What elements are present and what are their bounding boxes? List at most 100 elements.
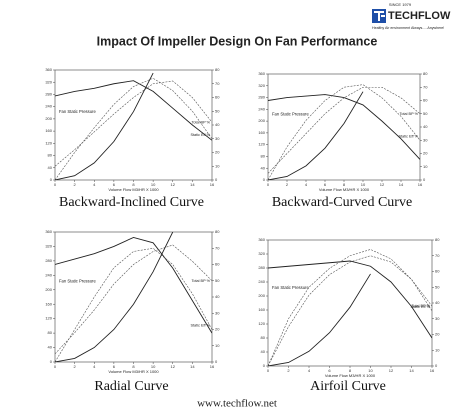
x-tick-label: 2 bbox=[74, 364, 77, 369]
x-tick-label: 0 bbox=[54, 364, 57, 369]
series-label: Static Eff % bbox=[398, 134, 418, 138]
logo-tagline: Healthy Air environment Always.....Anywh… bbox=[372, 26, 444, 30]
y2-tick-label: 20 bbox=[423, 151, 428, 156]
footer-url: www.techflow.net bbox=[197, 398, 277, 410]
y-tick-label: 280 bbox=[45, 92, 52, 97]
y-tick-label: 160 bbox=[45, 128, 52, 133]
series-line bbox=[55, 244, 212, 355]
chart: 0 2 4 6 8 10 12 14 16040801201602002402803203600… bbox=[45, 67, 220, 210]
y-tick-label: 40 bbox=[261, 165, 266, 170]
y2-tick-label: 0 bbox=[215, 359, 218, 364]
y2-tick-label: 10 bbox=[435, 347, 440, 352]
chart: 0 2 4 6 8 10 12 14 16040801201602002402803203600… bbox=[258, 237, 440, 394]
x-tick-label: 14 bbox=[190, 364, 195, 369]
y-tick-label: 0 bbox=[50, 359, 53, 364]
y2-tick-label: 60 bbox=[423, 98, 428, 103]
series-line bbox=[55, 236, 212, 334]
x-axis-label: Volume Flow M3/HR X 1000 bbox=[108, 369, 159, 374]
series-label: Total BP % bbox=[191, 279, 210, 283]
page-title: Impact Of Impeller Design On Fan Perform… bbox=[97, 34, 378, 48]
logo-brand: TECHFLOW bbox=[388, 10, 451, 22]
y-tick-label: 280 bbox=[258, 265, 265, 270]
chart-caption: Backward-Curved Curve bbox=[272, 195, 412, 210]
x-tick-label: 6 bbox=[324, 182, 327, 187]
y-tick-label: 0 bbox=[263, 177, 266, 182]
x-tick-label: 16 bbox=[210, 364, 215, 369]
y-tick-label: 40 bbox=[48, 345, 53, 350]
y-tick-label: 200 bbox=[45, 116, 52, 121]
x-tick-label: 0 bbox=[267, 368, 270, 373]
series-line bbox=[55, 72, 154, 180]
chart: 0 2 4 6 8 10 12 14 16040801201602002402803203600… bbox=[45, 229, 220, 394]
y2-tick-label: 50 bbox=[215, 108, 220, 113]
x-tick-label: 4 bbox=[305, 182, 308, 187]
series-line bbox=[55, 80, 212, 141]
y2-tick-label: 80 bbox=[215, 229, 220, 234]
y-tick-label: 240 bbox=[45, 104, 52, 109]
x-tick-label: 2 bbox=[287, 368, 290, 373]
y2-tick-label: 70 bbox=[215, 245, 220, 250]
x-tick-label: 8 bbox=[349, 368, 352, 373]
y-tick-label: 80 bbox=[48, 330, 53, 335]
logo-glyph bbox=[374, 11, 385, 21]
x-tick-label: 10 bbox=[361, 182, 366, 187]
series-label: Total BP % bbox=[399, 112, 418, 116]
series-line bbox=[268, 273, 371, 366]
y2-tick-label: 80 bbox=[435, 237, 440, 242]
y-tick-label: 320 bbox=[45, 79, 52, 84]
series-line bbox=[55, 232, 174, 362]
x-tick-label: 10 bbox=[368, 368, 373, 373]
y2-tick-label: 30 bbox=[215, 310, 220, 315]
series-line bbox=[55, 247, 212, 362]
x-axis-label: Volume Flow M3/HR X 1000 bbox=[325, 373, 376, 378]
y2-tick-label: 60 bbox=[435, 269, 440, 274]
y2-tick-label: 50 bbox=[423, 111, 428, 116]
series-label: Total BP % bbox=[411, 304, 430, 308]
series-line bbox=[268, 91, 364, 180]
x-tick-label: 14 bbox=[409, 368, 414, 373]
x-tick-label: 4 bbox=[93, 182, 96, 187]
series-line bbox=[268, 260, 432, 339]
y2-tick-label: 0 bbox=[423, 177, 426, 182]
y-tick-label: 280 bbox=[258, 95, 265, 100]
y-tick-label: 120 bbox=[45, 140, 52, 145]
x-tick-label: 8 bbox=[132, 364, 135, 369]
y2-tick-label: 80 bbox=[423, 71, 428, 76]
y-axis-label: Fan Static Pressure bbox=[272, 111, 309, 116]
y-tick-label: 160 bbox=[258, 307, 265, 312]
series-label: Static Eff % bbox=[410, 305, 430, 309]
chart-caption: Backward-Inclined Curve bbox=[59, 195, 204, 210]
series-label: Total BP % bbox=[191, 120, 210, 124]
x-tick-label: 10 bbox=[151, 182, 156, 187]
y2-tick-label: 40 bbox=[423, 124, 428, 129]
y-tick-label: 200 bbox=[258, 293, 265, 298]
y-tick-label: 240 bbox=[258, 279, 265, 284]
x-tick-label: 14 bbox=[399, 182, 404, 187]
y2-tick-label: 0 bbox=[215, 177, 218, 182]
y-tick-label: 160 bbox=[258, 130, 265, 135]
x-tick-label: 10 bbox=[151, 364, 156, 369]
x-tick-label: 16 bbox=[430, 368, 435, 373]
y2-tick-label: 70 bbox=[215, 81, 220, 86]
series-line bbox=[268, 249, 432, 366]
x-tick-label: 4 bbox=[93, 364, 96, 369]
y2-tick-label: 10 bbox=[215, 163, 220, 168]
y2-tick-label: 40 bbox=[215, 122, 220, 127]
series-label: Static Eff % bbox=[190, 133, 210, 137]
series-line bbox=[268, 255, 432, 366]
logo: SINCE 1979 TECHFLOW Healthy Air environm… bbox=[372, 2, 451, 30]
series-line bbox=[268, 86, 420, 174]
x-tick-label: 12 bbox=[171, 182, 176, 187]
x-tick-label: 0 bbox=[54, 182, 57, 187]
y2-tick-label: 20 bbox=[215, 150, 220, 155]
y-tick-label: 40 bbox=[48, 165, 53, 170]
y2-tick-label: 30 bbox=[215, 136, 220, 141]
y-tick-label: 160 bbox=[45, 301, 52, 306]
y-tick-label: 80 bbox=[261, 335, 266, 340]
y2-tick-label: 10 bbox=[215, 343, 220, 348]
y-tick-label: 240 bbox=[258, 106, 265, 111]
x-tick-label: 12 bbox=[389, 368, 394, 373]
y2-tick-label: 70 bbox=[435, 253, 440, 258]
